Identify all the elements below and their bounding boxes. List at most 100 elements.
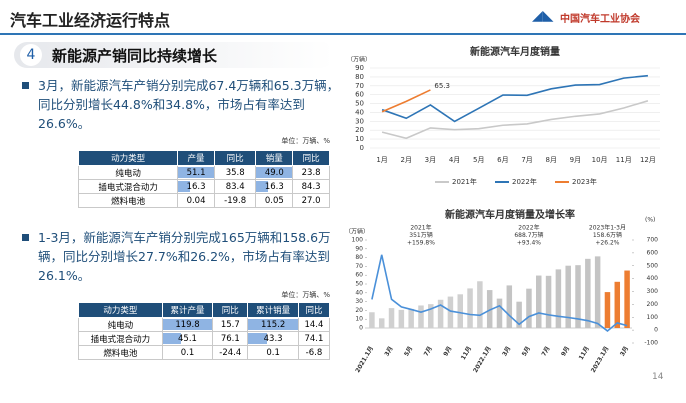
cell-bar [256,167,293,178]
x-tick-label: 10月 [592,156,608,164]
x-tick-label: 9月 [559,345,571,358]
y-tick-label: 80 [355,73,364,81]
y2-tick-label: 100 [647,314,659,321]
table-row: 燃料电池 0.1 -24.4 0.1 -6.8 [78,345,331,360]
table-cell: 纯电动 [78,317,163,332]
bar [624,270,630,328]
cell-text: -6.8 [305,347,323,358]
chart-title: 新能源汽车月度销量 [470,45,560,58]
cell-text: 119.8 [175,319,200,330]
x-tick-label: 8月 [546,156,557,164]
y-tick-label: 90 [355,245,363,252]
section-band [14,42,334,68]
table-cell: 0.1 [247,345,299,360]
x-tick-label: 11月 [616,156,632,164]
logo-icon: ◢◣ [532,8,554,24]
cell-text: -24.4 [219,347,242,358]
x-tick-label: 2021.1月 [353,345,375,374]
header-rule [0,33,686,35]
bar [614,281,621,328]
chart-title: 新能源汽车月度销量及增长率 [445,208,575,221]
column-header: 累计产量 [161,302,214,318]
cell-text: -19.8 [224,195,247,206]
column-header: 同比 [213,150,257,166]
x-tick-label: 6月 [497,156,508,164]
table-cell: 燃料电池 [78,345,163,360]
cell-text: 35.8 [225,167,245,178]
y-tick-label: 100 [352,237,364,244]
cell-bar [162,333,182,344]
section-title: 新能源产销同比持续增长 [52,47,218,65]
table-cell: 纯电动 [77,165,179,180]
y2-tick-label: 400 [647,275,659,282]
cell-text: 插电式混合动力 [90,334,151,345]
y2-axis-label: (%) [645,217,655,224]
table-cell: -6.8 [297,345,331,360]
cell-text: 0.04 [186,195,206,206]
annotation: 2023年1-3月 [589,224,626,232]
x-tick-label: 3月 [500,345,512,358]
bar [378,318,385,328]
table-row: 插电式混合动力 45.1 76.1 43.3 74.1 [78,331,331,346]
bar [585,258,591,328]
legend-label: 2023年 [572,177,597,186]
cell-bar [178,181,190,192]
cell-text: 27.0 [301,195,321,206]
bar [565,265,571,328]
slide-title: 汽车工业经济运行特点 [10,11,171,30]
y-tick-label: 30 [355,298,363,305]
y2-tick-label: 500 [647,262,659,269]
y-tick-label: 90 [355,64,364,72]
column-header: 销量 [255,150,294,166]
cell-text: 0.1 [180,347,195,358]
x-tick-label: 9月 [441,345,453,358]
y2-tick-label: 300 [647,288,659,295]
annotation: 158.6万辆 [593,231,622,239]
cell-bar [256,181,269,192]
cell-text: 燃料电池 [111,196,146,207]
table-cell: 43.3 [247,331,299,346]
table-row: 燃料电池 0.04 -19.8 0.05 27.0 [77,193,330,208]
table-cell: 16.3 [255,179,294,194]
cell-text: 83.4 [225,181,245,192]
table-cell: 49.0 [255,165,294,180]
bar [594,256,601,328]
bar [477,281,483,328]
cell-text: 纯电动 [107,320,134,331]
y-tick-label: 10 [355,316,363,323]
table-cell: 插电式混合动力 [77,179,179,194]
column-header: 同比 [212,302,249,318]
annotation: 688.7万辆 [514,231,543,239]
annotation: 2021年 [410,224,431,232]
annotation: +159.8% [407,240,435,247]
series-line [381,89,431,113]
bar [555,269,562,328]
cell-text: 51.1 [186,167,206,178]
bar [437,299,444,328]
cell-text: 84.3 [301,181,321,192]
y-axis-label: （万辆） [347,56,371,64]
legend-label: 2021年 [452,177,477,186]
unit-note: 单位：万辆、% [281,291,330,299]
table-cell: 0.04 [177,193,215,208]
table-row: 纯电动 51.1 35.8 49.0 23.8 [77,165,330,180]
bar [428,304,434,328]
table-cell: 35.8 [213,165,257,180]
cell-text: 16.3 [186,181,206,192]
x-tick-label: 7月 [422,345,434,358]
table-cell: 27.0 [292,193,330,208]
x-tick-label: 5月 [402,345,414,358]
y-tick-label: 20 [355,126,364,134]
cell-text: 0.1 [266,347,280,358]
bar [506,285,513,328]
table-cell: 83.4 [213,179,257,194]
table-cell: -24.4 [212,345,249,360]
unit-note: 单位：万辆、% [281,137,330,145]
x-tick-label: 7月 [540,345,552,358]
y-tick-label: 50 [355,100,364,108]
table-cell: 45.1 [161,331,214,346]
y-tick-label: 50 [355,281,363,288]
x-tick-label: 12月 [640,156,656,164]
y-tick-label: 0 [359,325,363,332]
cell-text: 14.4 [304,319,324,330]
